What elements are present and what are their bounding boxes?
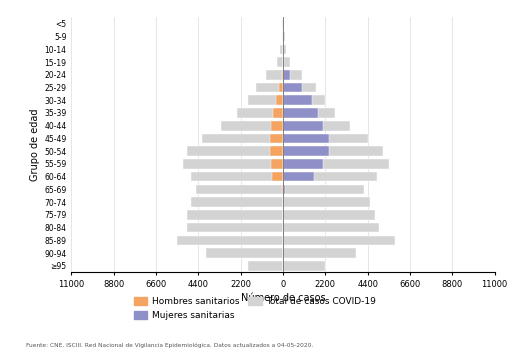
Bar [281,19,282,29]
Bar [282,236,394,245]
Bar [282,19,284,29]
Bar [221,121,282,131]
Bar [282,172,313,181]
Bar [282,121,350,131]
Bar [281,32,282,41]
Bar [186,223,282,232]
Bar [248,96,282,105]
Bar [270,121,282,131]
Bar [186,210,282,220]
Bar [196,185,282,194]
Bar [282,96,312,105]
Bar [273,108,282,118]
Y-axis label: Grupo de edad: Grupo de edad [30,109,40,181]
Bar [202,134,282,143]
Bar [236,108,282,118]
Bar [282,57,284,67]
Bar [282,32,284,41]
Bar [282,198,369,207]
Bar [282,248,355,258]
Bar [282,134,367,143]
Bar [281,70,282,80]
Bar [282,96,325,105]
Bar [206,248,282,258]
Bar [282,185,284,194]
Bar [282,57,289,67]
Bar [282,134,329,143]
Bar [190,198,282,207]
Bar [282,172,377,181]
Legend: Hombres sanitarios, Mujeres sanitarias, Total de casos COVID-19: Hombres sanitarios, Mujeres sanitarias, … [130,294,379,324]
Bar [282,70,289,80]
Bar [256,83,282,92]
Bar [183,159,282,169]
Bar [277,57,282,67]
Bar [282,159,323,169]
Bar [282,185,363,194]
Bar [282,223,379,232]
Bar [272,172,282,181]
Bar [177,236,282,245]
Bar [270,159,282,169]
Bar [282,108,334,118]
Bar [279,45,282,54]
Bar [282,261,325,270]
Bar [190,172,282,181]
Bar [282,147,382,156]
Bar [281,185,282,194]
Bar [282,121,323,131]
Bar [269,134,282,143]
Bar [269,147,282,156]
Bar [248,261,282,270]
Bar [265,70,282,80]
Bar [282,210,375,220]
Bar [282,159,388,169]
X-axis label: Número de casos: Número de casos [240,293,325,303]
Bar [278,83,282,92]
Bar [282,70,302,80]
Bar [282,45,286,54]
Text: Fuente: CNE. ISCIII. Red Nacional de Vigilancia Epidemiológica. Datos actualizad: Fuente: CNE. ISCIII. Red Nacional de Vig… [25,343,312,348]
Bar [282,83,315,92]
Bar [282,147,329,156]
Bar [186,147,282,156]
Bar [282,83,302,92]
Bar [282,108,317,118]
Bar [276,96,282,105]
